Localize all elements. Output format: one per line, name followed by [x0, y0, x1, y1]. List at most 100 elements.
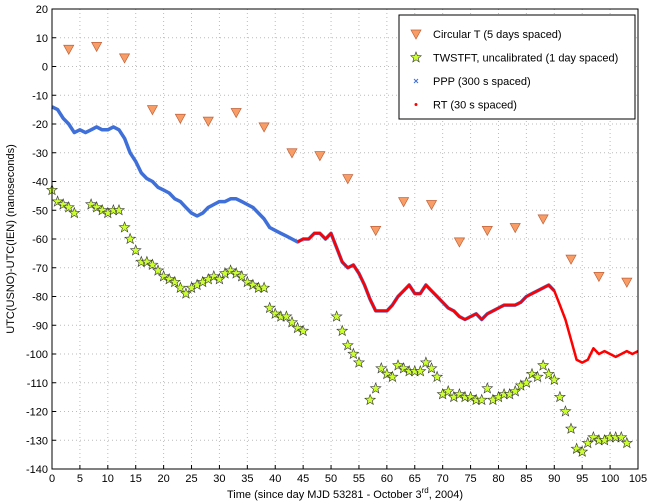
triangle-marker [621, 277, 633, 288]
legend-label: PPP (300 s spaced) [433, 76, 531, 88]
star-marker [129, 244, 142, 256]
star-marker [520, 376, 533, 388]
y-tick-label: -90 [32, 320, 48, 332]
x-tick-label: 85 [520, 473, 532, 485]
x-label-end: , 2004) [429, 489, 463, 501]
triangle-marker [63, 44, 75, 55]
star-marker [51, 195, 64, 207]
star-marker [230, 267, 243, 279]
triangle-marker [370, 226, 382, 237]
star-marker [464, 390, 477, 403]
star-marker [369, 382, 382, 394]
triangle-marker [398, 197, 410, 208]
star-marker [542, 367, 555, 380]
triangle-marker [174, 113, 186, 124]
star-marker [263, 301, 276, 314]
star-marker [509, 385, 522, 397]
y-tick-label: 0 [42, 62, 48, 74]
y-tick-label: -110 [27, 378, 48, 390]
star-marker [241, 275, 254, 288]
legend-box [398, 14, 636, 120]
x-tick-label: 10 [102, 473, 114, 485]
star-marker [336, 324, 349, 337]
x-tick-label: 55 [353, 473, 365, 485]
star-marker [213, 272, 226, 285]
star-marker [90, 201, 103, 213]
star-marker [330, 310, 343, 322]
y-tick-label: -20 [32, 119, 48, 131]
star-marker [207, 270, 220, 282]
star-marker [380, 367, 393, 380]
star-marker [179, 287, 193, 299]
y-axis-label: UTC(USNO)-UTC(IEN) (nanoseconds) [5, 144, 17, 333]
triangle-marker [425, 200, 438, 211]
x-label-main: Time (since day MJD 53281 - October 3 [227, 489, 422, 501]
x-tick-label: 70 [437, 473, 449, 485]
star-marker [553, 390, 566, 403]
triangle-marker [509, 223, 521, 234]
star-marker [57, 198, 70, 210]
star-marker [587, 431, 600, 443]
star-marker [475, 393, 488, 406]
star-marker [425, 362, 438, 374]
triangle-marker [91, 42, 103, 53]
dense-trace [297, 232, 639, 364]
star-marker [163, 272, 176, 285]
star-marker [548, 373, 561, 385]
x-tick-label: 25 [185, 473, 197, 485]
x-tick-label: 65 [409, 473, 421, 485]
x-tick-label: 5 [77, 473, 83, 485]
star-marker [224, 264, 237, 276]
star-marker [375, 362, 388, 374]
star-marker [68, 206, 81, 219]
x-tick-label: 95 [576, 473, 588, 485]
triangle-marker [146, 105, 159, 116]
star-marker [481, 382, 494, 394]
triangle-marker [481, 226, 493, 237]
star-marker [364, 393, 377, 406]
triangle-marker [314, 151, 326, 162]
x-tick-label: 0 [49, 473, 55, 485]
triangle-marker [537, 214, 549, 225]
star-marker [419, 356, 433, 368]
star-marker [453, 387, 466, 400]
x-tick-label: 35 [241, 473, 253, 485]
star-marker [146, 258, 159, 270]
legend-label: TWSTFT, uncalibrated (1 day spaced) [433, 53, 618, 65]
y-tick-label: -60 [32, 234, 48, 246]
triangle-marker [342, 174, 354, 185]
star-marker [525, 367, 539, 380]
star-marker [442, 385, 455, 397]
x-label-sup: rd [422, 486, 429, 495]
triangle-marker [118, 53, 131, 64]
star-marker [570, 442, 583, 454]
star-marker [414, 364, 427, 377]
star-marker [581, 436, 594, 449]
x-tick-label: 100 [601, 473, 619, 485]
star-marker [409, 51, 423, 63]
star-marker [280, 310, 293, 322]
star-marker [431, 370, 444, 383]
star-marker [168, 275, 181, 288]
star-marker [576, 445, 589, 457]
star-marker [118, 221, 131, 233]
x-tick-label: 30 [213, 473, 225, 485]
star-marker [341, 339, 354, 351]
x-axis-label: Time (since day MJD 53281 - October 3rd,… [227, 486, 463, 501]
star-marker [347, 347, 360, 360]
star-marker [531, 370, 544, 383]
x-tick-label: 15 [130, 473, 142, 485]
star-marker [559, 405, 572, 417]
triangle-marker [410, 29, 422, 40]
y-tick-label: -40 [32, 177, 48, 189]
triangle-marker [453, 237, 466, 248]
star-marker [157, 270, 170, 282]
legend: Circular T (5 days spaced) TWSTFT, uncali… [398, 14, 636, 120]
star-marker [397, 362, 410, 374]
triangle-marker [286, 148, 298, 159]
x-tick-label: 50 [325, 473, 337, 485]
triangle-marker [593, 272, 605, 283]
star-marker [174, 281, 187, 293]
star-marker [620, 436, 633, 449]
